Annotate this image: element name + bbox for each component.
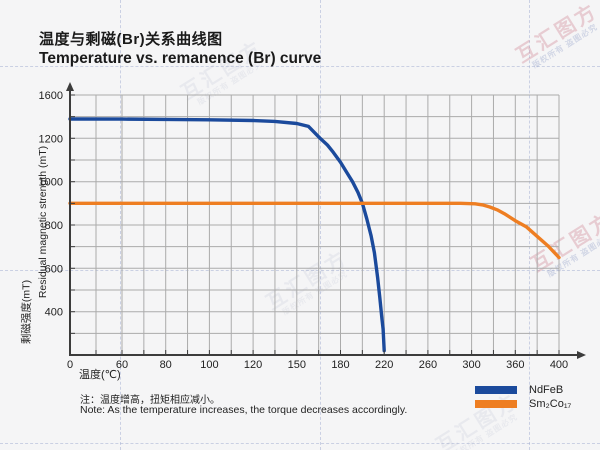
x-tick-label: 60 [116, 359, 128, 371]
x-tick-label: 0 [67, 359, 73, 371]
x-tick-label: 400 [550, 359, 568, 371]
y-tick-label: 1200 [39, 133, 63, 145]
series-ndfeb [68, 117, 386, 353]
chart-legend: NdFeB Sm₂Co₁₇ [475, 383, 571, 411]
x-tick-label: 180 [331, 359, 349, 371]
x-tick-label: 260 [419, 359, 437, 371]
legend-swatch-ndfeb [475, 385, 517, 394]
y-axis-label-zh: 剩磁强度(mT) [20, 279, 33, 345]
x-tick-label: 150 [288, 359, 306, 371]
y-tick-label: 800 [45, 220, 63, 232]
y-axis-label-en: Residual magnetic strength (mT) [37, 145, 49, 299]
x-tick-label: 220 [375, 359, 393, 371]
y-tick-label: 600 [45, 263, 63, 275]
y-axis-arrow [66, 82, 74, 91]
y-tick-label: 1000 [39, 177, 63, 189]
legend-label-ndfeb: NdFeB [529, 383, 564, 396]
page-title-zh: 温度与剩磁(Br)关系曲线图 [39, 31, 223, 48]
y-tick-label: 400 [45, 307, 63, 319]
legend-label-sm2co17: Sm₂Co₁₇ [529, 397, 572, 410]
x-tick-label: 300 [462, 359, 480, 371]
series-smco [68, 201, 561, 260]
legend-swatch-sm2co17 [475, 399, 517, 408]
x-tick-label: 100 [200, 359, 218, 371]
x-axis-arrow [577, 351, 586, 359]
legend-item-ndfeb: NdFeB [475, 383, 571, 396]
x-tick-label: 120 [244, 359, 262, 371]
page-title-en: Temperature vs. remanence (Br) curve [39, 50, 322, 67]
footnote-zh: 注：温度增高，扭矩相应减小。 [80, 395, 220, 406]
x-axis-label: 温度(℃) [79, 369, 121, 381]
legend-item-sm2co17: Sm₂Co₁₇ [475, 397, 571, 410]
x-tick-label: 80 [160, 359, 172, 371]
x-tick-label: 360 [506, 359, 524, 371]
footnote-en: Note: As the temperature increases, the … [80, 404, 408, 416]
y-tick-label: 1600 [39, 90, 63, 102]
